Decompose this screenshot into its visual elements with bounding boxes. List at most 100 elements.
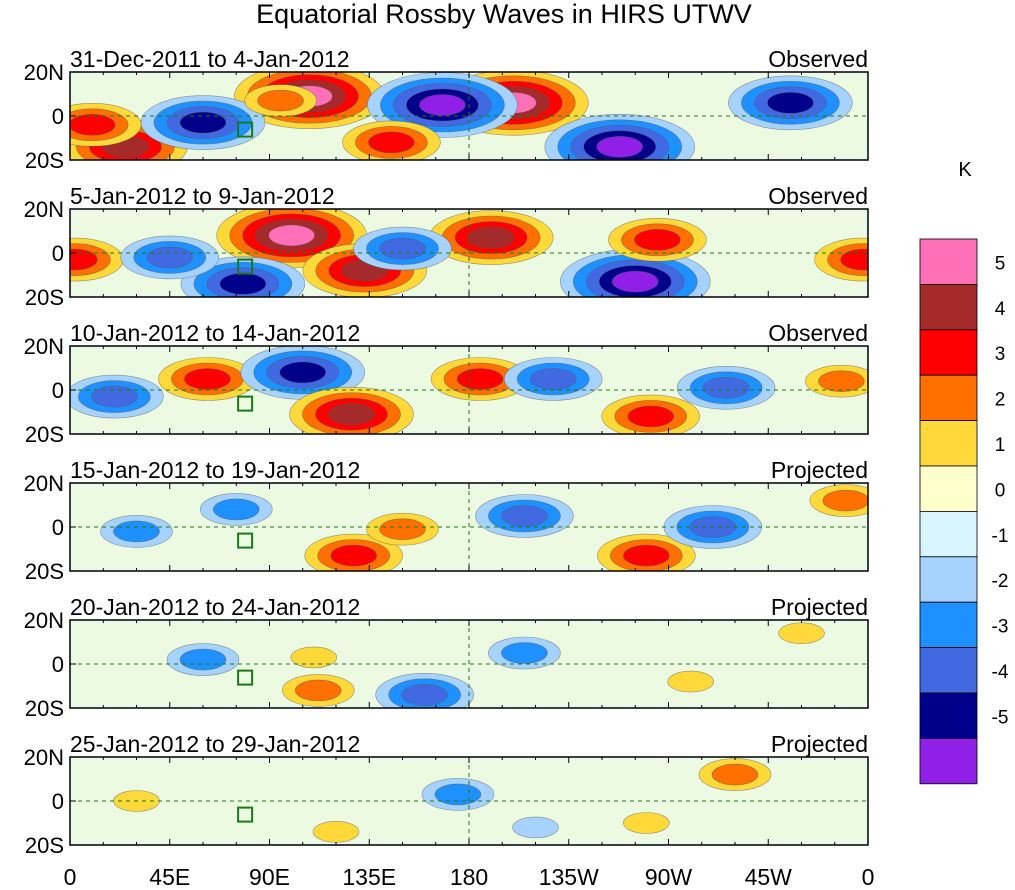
panel: 31-Dec-2011 to 4-Jan-2012 Observed 20N 0 20S [24, 46, 869, 173]
contour-pos [257, 89, 304, 112]
y-tick-label: 20S [25, 148, 64, 173]
colorbar-unit: K [958, 159, 972, 181]
contour-pos [328, 403, 375, 426]
y-tick-label: 0 [52, 789, 64, 814]
region-box [237, 806, 254, 823]
contour-neg [91, 385, 138, 408]
y-tick-label: 20N [24, 334, 64, 359]
x-tick-label: 0 [64, 864, 77, 890]
contour-neg [401, 683, 448, 706]
colorbar-swatch [919, 692, 978, 739]
y-tick-label: 20S [25, 696, 64, 721]
contour-neg [501, 505, 548, 527]
contour-neg [179, 111, 227, 134]
panels: 31-Dec-2011 to 4-Jan-2012 Observed 20N 0 20S… [24, 46, 869, 858]
region-box [237, 532, 254, 549]
panel-status-label: Observed [768, 320, 868, 346]
panel-date-label: 31-Dec-2011 to 4-Jan-2012 [70, 46, 350, 72]
anomaly-field [70, 72, 868, 160]
contour-neg [529, 368, 577, 390]
panel-status-label: Observed [768, 46, 868, 72]
contour-neg [212, 498, 260, 521]
colorbar-label: -2 [992, 571, 1009, 592]
colorbar-swatch [919, 738, 978, 785]
y-tick-label: 0 [52, 104, 64, 129]
contour-pos [330, 544, 378, 567]
colorbar-swatch [919, 510, 978, 558]
y-tick-label: 0 [52, 378, 64, 403]
contour-pos [268, 224, 315, 247]
contour-pos [627, 405, 675, 428]
panel: 10-Jan-2012 to 14-Jan-2012 Observed 20N 0 20… [24, 320, 869, 447]
x-tick-label: 45E [149, 864, 190, 890]
contour-pos [70, 248, 98, 271]
contour-pos [667, 670, 714, 693]
contour-pos [467, 226, 515, 249]
contour-neg [113, 520, 160, 543]
colorbar-label: -5 [992, 707, 1009, 728]
panel: 5-Jan-2012 to 9-Jan-2012 Observed 20N 0 20S [24, 183, 869, 310]
panel-date-label: 5-Jan-2012 to 9-Jan-2012 [70, 183, 335, 209]
contour-pos [778, 622, 825, 645]
x-tick-label: 90W [645, 864, 693, 890]
y-tick-label: 20N [24, 197, 64, 222]
panel-status-label: Projected [771, 731, 868, 757]
contour-neg [419, 94, 466, 116]
chart-title: Equatorial Rossby Waves in HIRS UTWV [256, 0, 752, 29]
anomaly-field [70, 346, 868, 434]
contour-pos [822, 489, 868, 512]
anomaly-field [70, 483, 868, 571]
colorbar-label: 0 [995, 480, 1006, 501]
contour-neg [611, 270, 659, 293]
contour-neg [596, 136, 644, 158]
colorbar-label: 2 [995, 390, 1006, 411]
colorbar-label: 1 [995, 435, 1006, 456]
colorbar-label: -3 [992, 617, 1009, 638]
contour-pos [456, 368, 504, 390]
contour-pos [818, 370, 865, 393]
y-tick-label: 20S [25, 422, 64, 447]
contour-pos [379, 518, 426, 541]
y-tick-label: 0 [52, 515, 64, 540]
contour-neg [702, 376, 750, 399]
colorbar-swatch [919, 283, 978, 331]
y-tick-label: 20N [24, 60, 64, 85]
y-tick-label: 20S [25, 285, 64, 310]
contour-pos [312, 820, 360, 843]
contour-pos [711, 763, 759, 786]
panel: 15-Jan-2012 to 19-Jan-2012 Projected 20N 0 2… [24, 457, 869, 584]
colorbar-label: 5 [995, 253, 1006, 274]
colorbar-label: 4 [995, 299, 1006, 320]
contour-pos [184, 368, 231, 390]
contour-neg [279, 361, 327, 384]
panel-date-label: 10-Jan-2012 to 14-Jan-2012 [70, 320, 360, 346]
y-tick-label: 20S [25, 833, 64, 858]
contour-pos [623, 544, 670, 567]
colorbar-label: -4 [992, 662, 1009, 683]
panel-status-label: Projected [771, 457, 868, 483]
colorbar-swatch [919, 465, 978, 512]
y-tick-label: 20N [24, 471, 64, 496]
panel: 25-Jan-2012 to 29-Jan-2012 Projected 20N 0 2… [24, 731, 869, 858]
contour-pos [623, 812, 670, 834]
contour-neg [434, 783, 482, 806]
panel-date-label: 20-Jan-2012 to 24-Jan-2012 [70, 594, 360, 620]
contour-neg [219, 272, 267, 295]
colorbar-swatch [919, 556, 978, 603]
panel-date-label: 15-Jan-2012 to 19-Jan-2012 [70, 457, 360, 483]
x-tick-label: 180 [450, 864, 488, 890]
x-tick-label: 45W [745, 864, 793, 890]
y-tick-label: 20N [24, 745, 64, 770]
x-tick-label: 135W [539, 864, 599, 890]
colorbar-swatch [919, 374, 978, 422]
colorbar-swatch [919, 601, 978, 649]
contour-pos [840, 248, 868, 271]
contour-neg [146, 246, 194, 269]
x-tick-label: 135E [342, 864, 396, 890]
contour-neg [512, 816, 559, 839]
colorbar-swatch [919, 329, 978, 376]
colorbar-label: -1 [992, 526, 1009, 547]
region-box [237, 258, 254, 275]
colorbar-swatch [919, 238, 978, 285]
